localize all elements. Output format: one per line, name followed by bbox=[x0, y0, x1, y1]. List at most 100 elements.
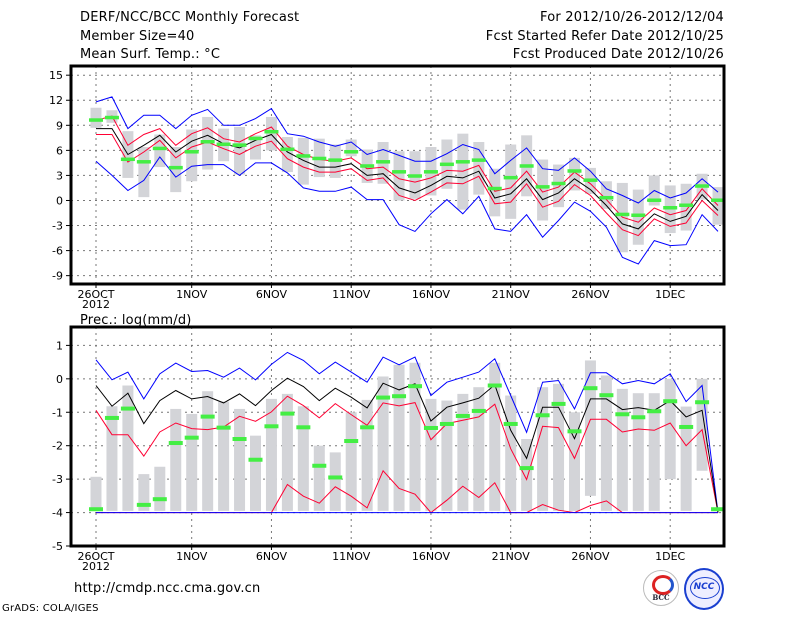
observed-marker bbox=[376, 395, 391, 400]
ensemble-range-bar bbox=[186, 129, 198, 182]
ensemble-range-bar bbox=[170, 408, 182, 511]
ensemble-range-bar bbox=[218, 401, 230, 511]
ensemble-range-bar bbox=[250, 135, 261, 160]
ensemble-range-bar bbox=[505, 144, 517, 219]
ensemble-range-bar bbox=[154, 134, 166, 168]
observed-marker bbox=[455, 413, 470, 418]
ensemble-range-bar bbox=[281, 393, 293, 511]
ensemble-range-bar bbox=[265, 398, 277, 511]
series-max-line bbox=[95, 351, 719, 513]
observed-marker bbox=[248, 136, 263, 141]
ncc-logo: NCC bbox=[684, 568, 724, 610]
ensemble-range-bar bbox=[250, 435, 261, 511]
observed-marker bbox=[551, 181, 566, 186]
y-tick-label: 6 bbox=[56, 144, 63, 157]
observed-marker bbox=[583, 178, 598, 182]
observed-marker bbox=[104, 115, 119, 120]
observed-marker bbox=[328, 158, 343, 162]
ensemble-range-bar bbox=[361, 399, 373, 511]
ensemble-range-bar bbox=[170, 147, 182, 193]
ensemble-range-bar bbox=[553, 383, 565, 511]
ensemble-range-bar bbox=[521, 439, 533, 511]
observed-marker bbox=[647, 198, 662, 202]
member-size: Member Size=40 bbox=[80, 29, 195, 44]
y-tick-label: 15 bbox=[49, 69, 63, 82]
observed-marker bbox=[89, 507, 103, 512]
observed-marker bbox=[280, 411, 295, 416]
observed-marker bbox=[455, 160, 470, 164]
observed-marker bbox=[679, 424, 694, 429]
observed-marker bbox=[711, 198, 726, 202]
ensemble-range-bar bbox=[90, 107, 102, 128]
y-tick-label: -3 bbox=[52, 220, 63, 233]
observed-marker bbox=[519, 466, 534, 471]
ensemble-range-bar bbox=[409, 362, 421, 511]
observed-marker bbox=[487, 186, 502, 191]
observed-marker bbox=[503, 421, 518, 426]
ensemble-range-bar bbox=[600, 375, 612, 511]
ensemble-range-bar bbox=[473, 387, 485, 511]
x-tick-label: 26OCT bbox=[77, 550, 114, 563]
y-tick-label: 1 bbox=[56, 339, 63, 352]
observed-marker bbox=[360, 425, 375, 430]
forecast-period: For 2012/10/26-2012/12/04 bbox=[540, 10, 724, 25]
observed-marker bbox=[280, 147, 295, 152]
x-tick-label: 16NOV bbox=[412, 550, 451, 563]
observed-marker bbox=[312, 463, 327, 468]
observed-marker bbox=[312, 156, 327, 161]
observed-marker bbox=[711, 507, 726, 512]
ensemble-range-bar bbox=[553, 164, 565, 208]
forecast-start-date: Fcst Started Refer Date 2012/10/25 bbox=[485, 29, 724, 44]
observed-marker bbox=[264, 129, 279, 134]
observed-marker bbox=[695, 184, 710, 188]
observed-marker bbox=[519, 164, 534, 168]
ensemble-range-bar bbox=[265, 116, 277, 151]
ensemble-range-bar bbox=[106, 406, 118, 511]
x-year-label: 2012 bbox=[82, 560, 110, 573]
ensemble-range-bar bbox=[329, 452, 341, 511]
source-url[interactable]: http://cmdp.ncc.cma.gov.cn bbox=[74, 581, 261, 596]
observed-marker bbox=[503, 175, 518, 180]
ensemble-range-bar bbox=[202, 391, 214, 511]
y-tick-label: 0 bbox=[56, 194, 63, 207]
ensemble-range-bar bbox=[377, 376, 389, 511]
ensemble-range-bar bbox=[632, 189, 644, 245]
observed-marker bbox=[615, 212, 630, 217]
series-min-line bbox=[95, 156, 719, 265]
observed-marker bbox=[663, 205, 678, 210]
plot-frame bbox=[69, 325, 726, 548]
observed-marker bbox=[408, 174, 422, 178]
x-tick-label: 1DEC bbox=[655, 550, 685, 563]
observed-marker bbox=[423, 170, 438, 174]
observed-marker bbox=[392, 394, 407, 399]
series-upper-line bbox=[95, 115, 719, 223]
ensemble-range-bar bbox=[680, 183, 692, 231]
ensemble-range-bar bbox=[489, 168, 501, 217]
observed-marker bbox=[615, 412, 630, 417]
precip-panel-title: Prec.: log(mm/d) bbox=[80, 313, 192, 328]
observed-marker bbox=[168, 441, 183, 446]
grads-credit: GrADS: COLA/IGES bbox=[2, 603, 99, 614]
observed-marker bbox=[360, 164, 375, 168]
observed-marker bbox=[184, 435, 199, 440]
ensemble-range-bar bbox=[313, 445, 325, 511]
observed-marker bbox=[104, 415, 119, 420]
observed-marker bbox=[487, 383, 502, 388]
x-tick-label: 6NOV bbox=[256, 288, 288, 301]
ensemble-range-bar bbox=[569, 157, 580, 191]
bcc-logo-text: BCC bbox=[652, 593, 670, 602]
observed-marker bbox=[216, 425, 231, 430]
observed-marker bbox=[328, 475, 343, 480]
x-tick-label: 6NOV bbox=[256, 550, 288, 563]
observed-marker bbox=[200, 140, 215, 144]
observed-marker bbox=[216, 142, 231, 147]
observed-marker bbox=[344, 439, 359, 444]
ensemble-range-bar bbox=[425, 398, 437, 511]
ensemble-range-bar bbox=[345, 139, 357, 157]
ensemble-range-bar bbox=[186, 413, 198, 511]
observed-marker bbox=[471, 158, 486, 162]
ensemble-range-bar bbox=[297, 406, 309, 511]
ensemble-range-bar bbox=[90, 476, 102, 511]
y-tick-label: -2 bbox=[52, 440, 63, 453]
